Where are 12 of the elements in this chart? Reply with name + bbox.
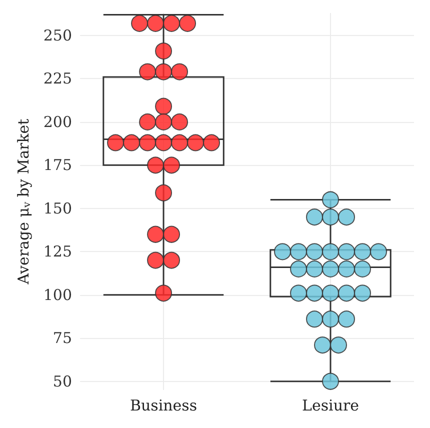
y-tick-label: 150 [43, 199, 72, 218]
x-tick-label: Business [130, 396, 198, 414]
y-tick-label: 125 [43, 242, 72, 261]
y-tick-label: 225 [43, 70, 72, 88]
y-tick-label: 175 [43, 156, 72, 174]
y-axis-title: Average μv by Market [14, 118, 33, 286]
y-tick-label: 50 [52, 372, 72, 390]
y-tick-label: 200 [43, 112, 72, 131]
y-tick-label: 250 [43, 26, 72, 44]
x-tick-label: Lesiure [302, 396, 360, 414]
y-tick-label: 100 [43, 286, 72, 304]
y-tick-label: 75 [52, 329, 72, 348]
